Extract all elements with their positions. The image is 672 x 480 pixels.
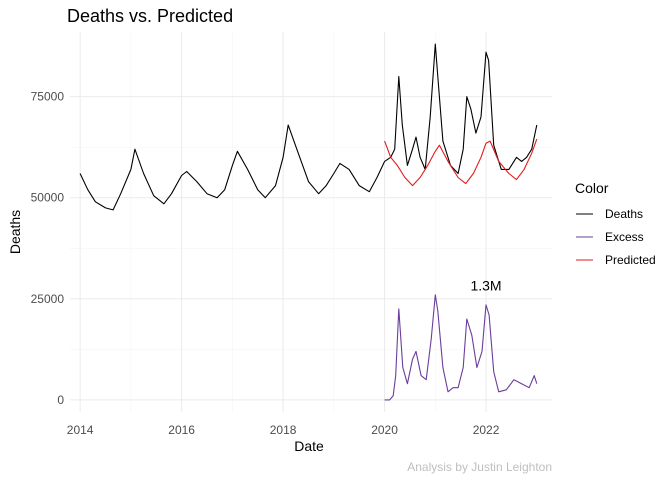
- caption: Analysis by Justin Leighton: [407, 460, 552, 474]
- x-tick-label: 2018: [270, 423, 297, 437]
- y-tick-label: 0: [57, 393, 64, 407]
- axis-ticks: 2014 2016 2018 2020 2022 0 25000 50000 75000: [31, 90, 500, 437]
- series-line-deaths: [79, 43, 538, 211]
- legend-label-deaths: Deaths: [605, 207, 643, 221]
- chart-title: Deaths vs. Predicted: [67, 6, 233, 26]
- legend-title: Color: [575, 180, 609, 196]
- y-axis-title: Deaths: [7, 210, 23, 254]
- y-tick-label: 75000: [31, 90, 65, 104]
- series-lines: [79, 43, 538, 401]
- grid: [70, 32, 552, 412]
- x-tick-label: 2020: [371, 423, 398, 437]
- excess-total-annotation: 1.3M: [470, 278, 501, 294]
- y-tick-label: 50000: [31, 191, 65, 205]
- x-axis-title: Date: [294, 438, 324, 454]
- legend-label-predicted: Predicted: [605, 253, 656, 267]
- y-tick-label: 25000: [31, 292, 65, 306]
- legend: Color Deaths Excess Predicted: [575, 180, 656, 267]
- legend-items: Deaths Excess Predicted: [576, 207, 656, 267]
- x-tick-label: 2022: [473, 423, 500, 437]
- x-tick-label: 2016: [168, 423, 195, 437]
- series-line-excess: [384, 294, 538, 401]
- x-tick-label: 2014: [67, 423, 94, 437]
- legend-label-excess: Excess: [605, 230, 644, 244]
- series-line-predicted: [384, 138, 538, 187]
